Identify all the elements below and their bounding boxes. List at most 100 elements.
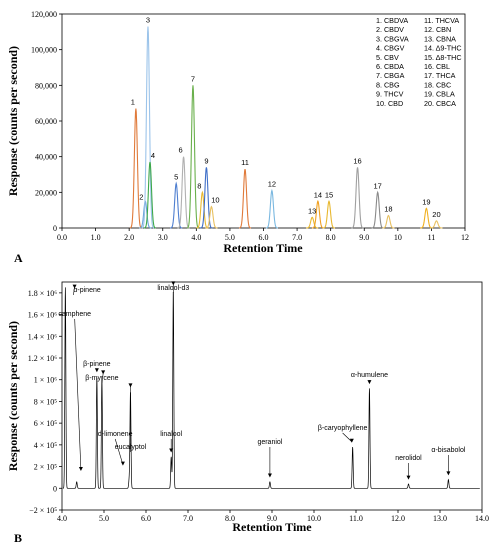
peak-label-1: 1 <box>131 98 135 107</box>
legend-entry: 17. THCA <box>424 71 456 80</box>
y-tick-label-b: 1.8 × 10⁶ <box>28 289 58 298</box>
peak-11 <box>238 169 252 229</box>
y-tick-label-b: 1.6 × 10⁶ <box>28 311 58 320</box>
peak-label-b: linalool <box>160 431 182 438</box>
peak-label-13: 13 <box>308 206 316 215</box>
legend-entry: 20. CBCA <box>424 99 456 108</box>
peak-label-7: 7 <box>191 74 195 83</box>
peak-label-b: camphene <box>58 311 91 318</box>
arrowhead <box>171 281 176 286</box>
peak-9 <box>200 167 213 229</box>
legend-entry: 10. CBD <box>376 99 403 108</box>
legend-entry: 13. CBNA <box>424 34 456 43</box>
legend-entry: 15. Δ8-THC <box>424 53 462 62</box>
peak-12 <box>265 188 278 229</box>
peak-1 <box>129 108 143 229</box>
y-tick-label-a: 80,000 <box>35 81 57 90</box>
x-axis-label-a: Retention Time <box>223 241 303 255</box>
x-tick-label-a: 1.0 <box>91 233 101 242</box>
arrowhead <box>349 438 354 443</box>
x-tick-label-b: 11.0 <box>349 514 363 523</box>
y-ticks-a: 0 20,000 40,000 60,000 80,000 100,000 120,000 <box>31 10 62 233</box>
peak-label-14: 14 <box>314 190 322 199</box>
legend-entry: 5. CBV <box>376 53 399 62</box>
x-tick-label-a: 0.0 <box>57 233 67 242</box>
peak-label-15: 15 <box>325 190 333 199</box>
peak-label-18: 18 <box>384 205 392 214</box>
peak-14 <box>311 199 324 229</box>
peak-label-b: geraniol <box>257 439 282 446</box>
y-tick-label-b: 6 × 10⁵ <box>34 419 58 428</box>
peak-label-5: 5 <box>174 172 178 181</box>
y-tick-label-b: 1.4 × 10⁶ <box>28 332 58 341</box>
y-tick-label-b: 1 × 10⁶ <box>34 376 58 385</box>
plot-frame-a <box>61 13 466 229</box>
peak-18 <box>382 214 395 229</box>
y-tick-label-b: 2 × 10⁵ <box>34 463 58 472</box>
legend-entry: 11. THCVA <box>424 16 459 25</box>
peak-10 <box>205 205 218 229</box>
chart-a: 020,00040,00060,00080,000100,000120,000 … <box>6 10 469 265</box>
peak-6 <box>177 156 190 229</box>
y-tick-label-a: 0 <box>53 224 57 233</box>
chart-b: −2 × 10⁵ 0 2 × 10⁵ 4 × 10⁵ 6 × 10⁵ 8 × 10⁵ 1 ×… <box>6 281 489 545</box>
peak-label-b: α-pinene <box>73 287 101 294</box>
arrowhead <box>267 473 272 478</box>
peak-label-16: 16 <box>353 156 361 165</box>
x-tick-label-b: 9.0 <box>267 514 277 523</box>
legend-entry: 14. Δ9-THC <box>424 44 462 53</box>
x-tick-label-a: 4.0 <box>191 233 201 242</box>
x-tick-label-b: 6.0 <box>141 514 151 523</box>
annotation-arrow <box>73 287 75 296</box>
peak-7 <box>186 85 200 229</box>
legend-entry: 18. CBC <box>424 80 451 89</box>
x-tick-label-a: 3.0 <box>158 233 168 242</box>
arrowhead <box>367 380 372 385</box>
arrowhead <box>169 448 174 453</box>
x-tick-label-b: 10.0 <box>307 514 321 523</box>
x-tick-label-a: 8.0 <box>326 233 336 242</box>
x-tick-label-b: 14.0 <box>475 514 489 523</box>
peak-label-11: 11 <box>241 158 249 167</box>
peak-label-b: β-caryophyllene <box>318 425 368 432</box>
peak-label-3: 3 <box>146 15 150 24</box>
peak-label-b: d-limonene <box>98 431 133 438</box>
peak-16 <box>351 167 364 229</box>
y-tick-label-b: 8 × 10⁵ <box>34 397 58 406</box>
legend-entry: 8. CBG <box>376 80 400 89</box>
x-tick-label-a: 9.0 <box>359 233 369 242</box>
annotation-arrow <box>114 438 124 465</box>
peak-label-8: 8 <box>197 181 201 190</box>
peak-label-b: nerolidol <box>395 455 422 462</box>
peak-17 <box>371 190 384 229</box>
x-tick-label-a: 12 <box>461 233 469 242</box>
peak-5 <box>170 181 183 229</box>
peak-label-b: β-myrcene <box>85 375 118 382</box>
x-tick-label-a: 5.0 <box>225 233 235 242</box>
peak-8 <box>196 190 209 229</box>
legend-entry: 1. CBDVA <box>376 16 408 25</box>
peak-label-17: 17 <box>374 181 382 190</box>
y-tick-label-a: 60,000 <box>35 117 57 126</box>
peaks-a <box>129 26 443 229</box>
peak-3 <box>141 26 155 229</box>
peak-label-b: β-pinene <box>83 361 110 368</box>
legend-entry: 12. CBN <box>424 25 451 34</box>
y-tick-label-b: 1.2 × 10⁶ <box>28 354 58 363</box>
x-tick-label-b: 5.0 <box>99 514 109 523</box>
legend-entry: 6. CBDA <box>376 62 404 71</box>
panel-label-b: B <box>14 531 22 545</box>
y-tick-label-b: 0 <box>53 484 57 493</box>
x-tick-label-b: 13.0 <box>433 514 447 523</box>
y-tick-label-a: 20,000 <box>35 188 57 197</box>
peak-label-12: 12 <box>268 180 276 189</box>
peak-label-19: 19 <box>422 197 430 206</box>
legend-entry: 19. CBLA <box>424 90 455 99</box>
peak-label-b: α-humulene <box>351 372 388 379</box>
x-tick-label-b: 7.0 <box>183 514 193 523</box>
y-ticks-b: −2 × 10⁵ 0 2 × 10⁵ 4 × 10⁵ 6 × 10⁵ 8 × 10⁵ 1 ×… <box>28 289 62 515</box>
peak-label-2: 2 <box>139 192 143 201</box>
y-tick-label-a: 120,000 <box>31 10 57 19</box>
x-axis-label-b: Retention Time <box>232 520 312 534</box>
